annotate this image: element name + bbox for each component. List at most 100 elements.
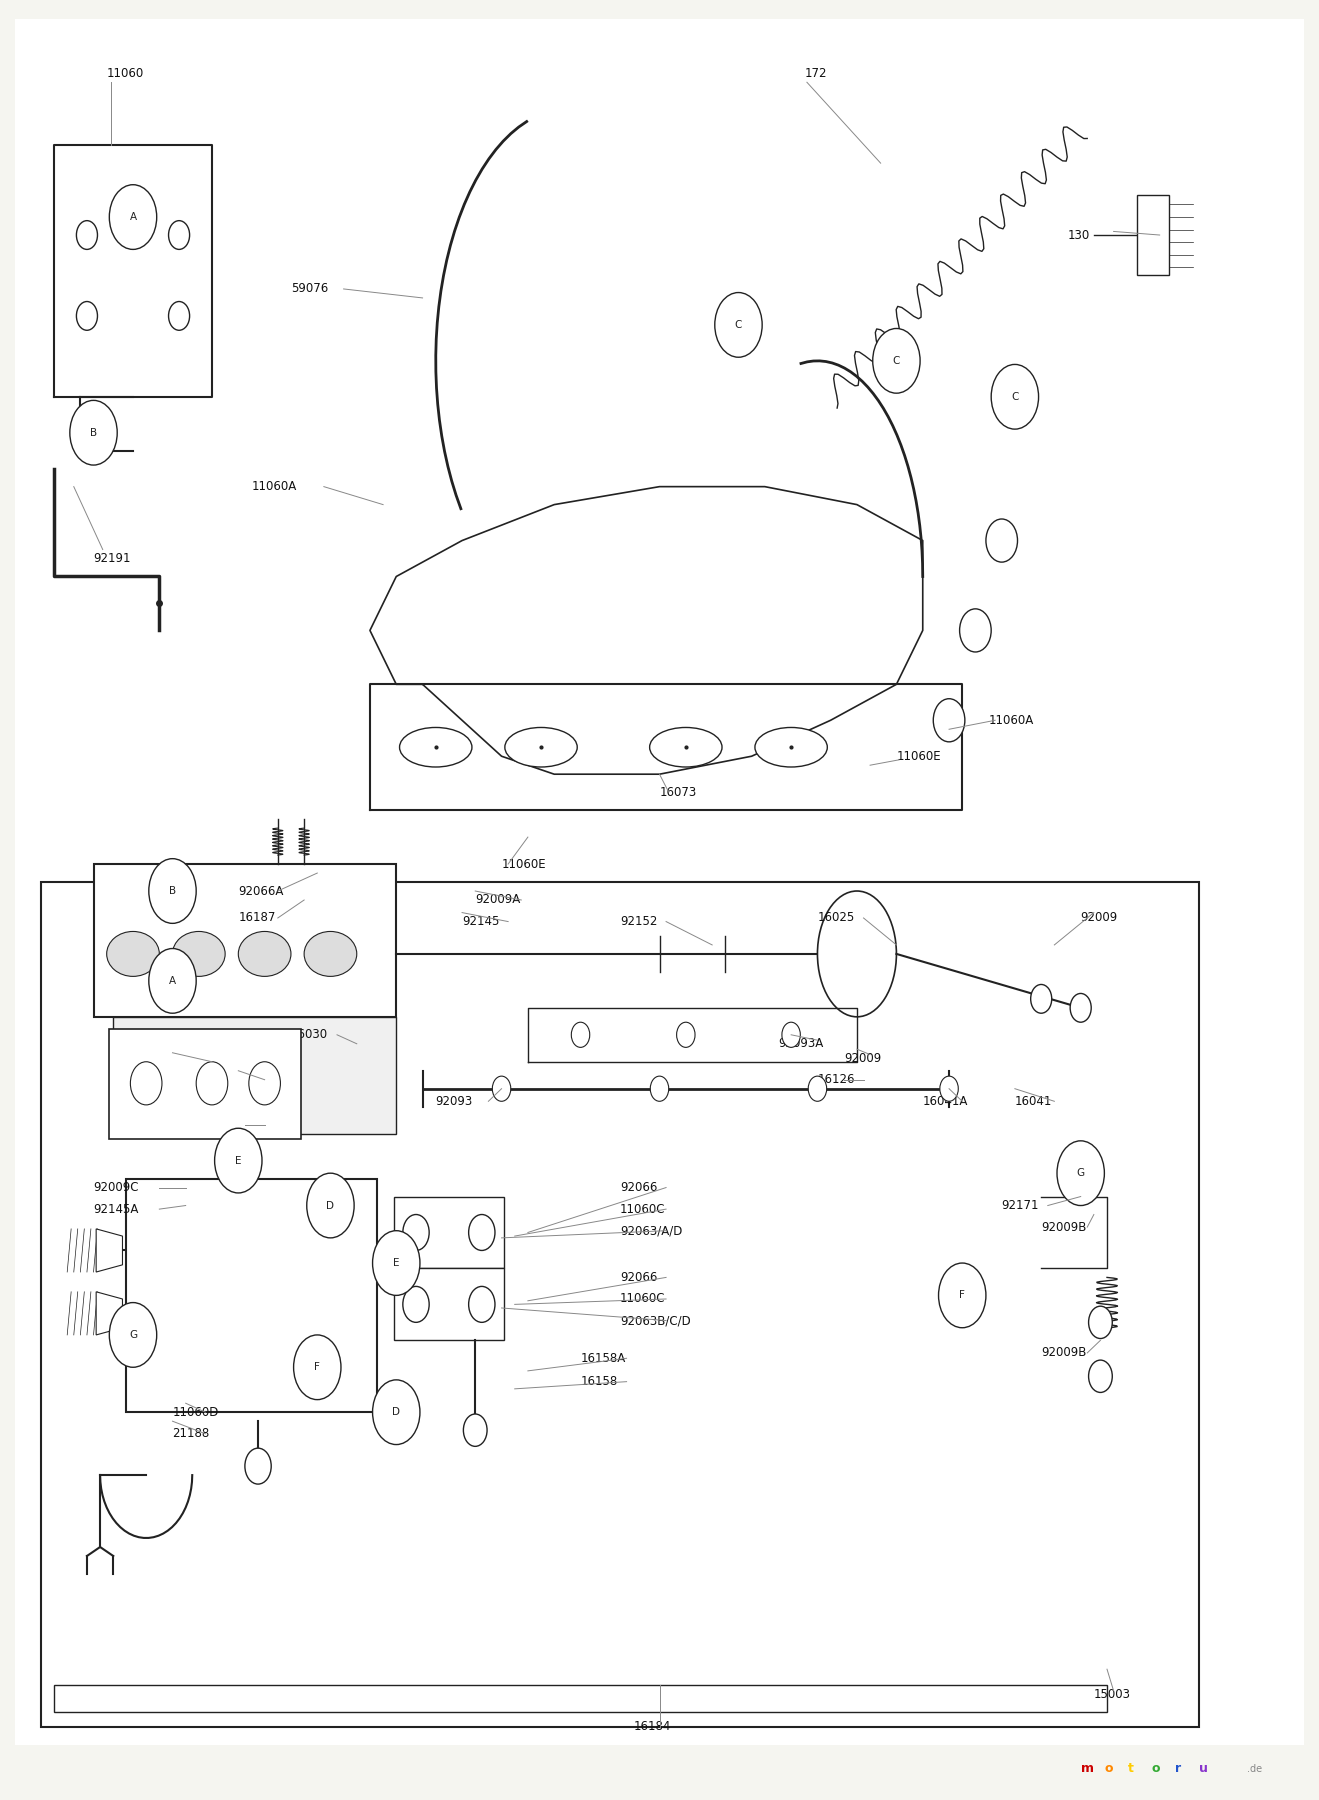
Text: 92145A: 92145A <box>94 1202 138 1215</box>
Text: 92066: 92066 <box>620 1181 657 1193</box>
Circle shape <box>1070 994 1091 1022</box>
Circle shape <box>1088 1361 1112 1393</box>
Circle shape <box>131 1062 162 1105</box>
Circle shape <box>960 608 991 652</box>
FancyBboxPatch shape <box>15 20 1304 1744</box>
Text: 92145: 92145 <box>462 914 500 929</box>
Text: t: t <box>1128 1762 1134 1775</box>
Text: C: C <box>735 320 743 329</box>
Circle shape <box>294 1336 342 1400</box>
Circle shape <box>372 1381 419 1445</box>
Circle shape <box>873 328 921 392</box>
Circle shape <box>571 1022 590 1048</box>
Ellipse shape <box>173 931 226 976</box>
Circle shape <box>169 302 190 329</box>
Circle shape <box>985 518 1017 562</box>
Circle shape <box>934 698 966 742</box>
Ellipse shape <box>650 727 721 767</box>
FancyBboxPatch shape <box>127 1179 376 1413</box>
Text: 92043: 92043 <box>120 1046 157 1058</box>
FancyBboxPatch shape <box>1137 196 1169 275</box>
Text: 16041A: 16041A <box>923 1094 968 1107</box>
Circle shape <box>1088 1307 1112 1339</box>
Circle shape <box>109 185 157 250</box>
Text: 16073: 16073 <box>660 785 696 799</box>
Circle shape <box>70 400 117 464</box>
Text: 21188: 21188 <box>173 1427 210 1440</box>
Circle shape <box>77 221 98 250</box>
Text: 92066: 92066 <box>620 1271 657 1283</box>
Ellipse shape <box>239 931 291 976</box>
Text: A: A <box>169 976 175 986</box>
Text: 92191: 92191 <box>94 553 131 565</box>
Circle shape <box>215 1129 262 1193</box>
Circle shape <box>463 1415 487 1447</box>
Text: 16184: 16184 <box>633 1721 670 1733</box>
Text: G: G <box>1076 1168 1084 1179</box>
Circle shape <box>468 1215 495 1251</box>
Text: 92066A: 92066A <box>239 884 284 898</box>
Text: 11060A: 11060A <box>252 481 297 493</box>
Text: 11060C: 11060C <box>620 1202 666 1215</box>
Text: 11060A: 11060A <box>988 715 1034 727</box>
Text: D: D <box>326 1201 335 1211</box>
Text: C: C <box>893 356 900 365</box>
Circle shape <box>402 1215 429 1251</box>
Text: 16030: 16030 <box>291 1028 328 1040</box>
Circle shape <box>307 1174 353 1238</box>
Circle shape <box>402 1287 429 1323</box>
Circle shape <box>809 1076 827 1102</box>
Circle shape <box>149 949 197 1013</box>
Circle shape <box>245 1449 272 1483</box>
Circle shape <box>77 302 98 329</box>
Text: 172: 172 <box>805 67 827 79</box>
Text: 11060: 11060 <box>107 67 144 79</box>
Circle shape <box>939 1264 985 1328</box>
Text: 92009B: 92009B <box>1041 1220 1087 1233</box>
Text: u: u <box>1199 1762 1208 1775</box>
Text: 16158: 16158 <box>580 1375 617 1388</box>
Text: 16158A: 16158A <box>580 1352 625 1364</box>
Circle shape <box>715 293 762 356</box>
Circle shape <box>492 1076 510 1102</box>
Circle shape <box>249 1062 281 1105</box>
Text: 11060D: 11060D <box>173 1406 219 1418</box>
Circle shape <box>468 1287 495 1323</box>
Text: 11060C: 11060C <box>620 1292 666 1305</box>
Text: 92093: 92093 <box>435 1094 474 1107</box>
Circle shape <box>991 364 1038 428</box>
Text: E: E <box>393 1258 400 1267</box>
Circle shape <box>650 1076 669 1102</box>
Text: 11060E: 11060E <box>501 857 546 871</box>
Circle shape <box>372 1231 419 1296</box>
Text: 16025: 16025 <box>818 911 855 925</box>
Ellipse shape <box>818 891 897 1017</box>
Circle shape <box>169 221 190 250</box>
Text: B: B <box>169 886 175 896</box>
Text: .de: .de <box>1246 1764 1262 1773</box>
Polygon shape <box>1041 1197 1107 1269</box>
FancyBboxPatch shape <box>393 1269 504 1341</box>
Text: 59076: 59076 <box>291 283 328 295</box>
Polygon shape <box>96 1229 123 1273</box>
Circle shape <box>109 1303 157 1368</box>
Text: G: G <box>129 1330 137 1339</box>
Text: 92009C: 92009C <box>94 1181 138 1193</box>
Ellipse shape <box>505 727 578 767</box>
Text: 16126: 16126 <box>818 1073 855 1085</box>
Ellipse shape <box>107 931 160 976</box>
Text: r: r <box>1175 1762 1182 1775</box>
Text: 130: 130 <box>1067 229 1089 241</box>
FancyBboxPatch shape <box>393 1197 504 1269</box>
Text: F: F <box>314 1363 321 1372</box>
Polygon shape <box>369 486 923 774</box>
Circle shape <box>149 859 197 923</box>
FancyBboxPatch shape <box>109 1030 302 1139</box>
Text: m: m <box>1080 1762 1093 1775</box>
Text: 11060B: 11060B <box>186 1118 231 1130</box>
Text: D: D <box>392 1408 400 1417</box>
Text: 92009A: 92009A <box>475 893 521 907</box>
Text: E: E <box>235 1156 241 1166</box>
Text: 92093A: 92093A <box>778 1037 823 1049</box>
Text: A: A <box>129 212 137 221</box>
